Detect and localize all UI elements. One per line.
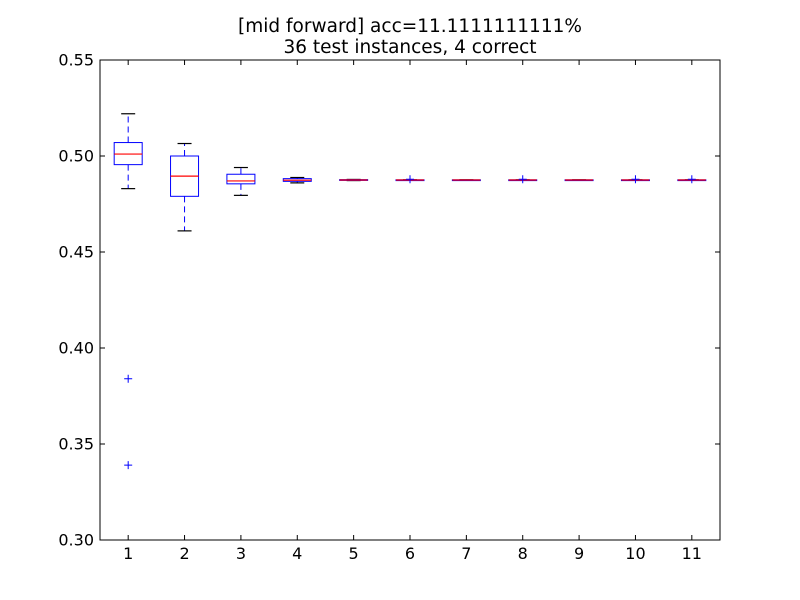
x-tick-label: 7 xyxy=(461,544,471,563)
box-group xyxy=(564,179,594,182)
x-tick-label: 9 xyxy=(574,544,584,563)
outlier-point xyxy=(124,374,133,383)
x-tick-label: 8 xyxy=(518,544,528,563)
y-axis: 0.30 0.35 0.40 0.45 0.50 0.55 xyxy=(58,51,720,550)
outlier-point xyxy=(124,461,133,470)
x-tick-label: 4 xyxy=(292,544,302,563)
box-group xyxy=(339,178,369,182)
x-tick-label: 3 xyxy=(236,544,246,563)
chart-subtitle: 36 test instances, 4 correct xyxy=(283,37,536,58)
x-axis: 1 2 3 4 5 6 7 8 9 10 11 xyxy=(123,60,702,563)
outlier-point xyxy=(631,175,640,184)
x-tick-label: 11 xyxy=(682,544,702,563)
box-group xyxy=(395,175,425,184)
box-group xyxy=(282,176,312,184)
y-tick-label: 0.30 xyxy=(58,531,94,550)
x-tick-label: 2 xyxy=(179,544,189,563)
y-tick-label: 0.55 xyxy=(58,51,94,70)
outlier-point xyxy=(406,175,414,184)
outlier-point xyxy=(518,175,527,184)
box-group xyxy=(677,175,707,184)
box-group xyxy=(113,113,143,470)
box-group xyxy=(451,179,481,182)
chart-title: [mid forward] acc=11.1111111111% xyxy=(238,16,582,37)
box xyxy=(226,173,256,185)
x-tick-label: 6 xyxy=(405,544,415,563)
box-group xyxy=(170,142,200,232)
x-tick-label: 1 xyxy=(123,544,133,563)
outlier-point xyxy=(687,175,696,184)
y-tick-label: 0.35 xyxy=(58,435,94,454)
x-tick-label: 10 xyxy=(625,544,645,563)
plot-frame xyxy=(99,59,721,541)
box-group xyxy=(508,175,538,184)
box-group xyxy=(620,175,650,184)
box-group xyxy=(226,166,256,196)
plot-marks xyxy=(113,113,707,470)
y-tick-label: 0.45 xyxy=(58,243,94,262)
x-tick-label: 5 xyxy=(349,544,359,563)
y-tick-label: 0.50 xyxy=(58,147,94,166)
y-tick-label: 0.40 xyxy=(58,339,94,358)
